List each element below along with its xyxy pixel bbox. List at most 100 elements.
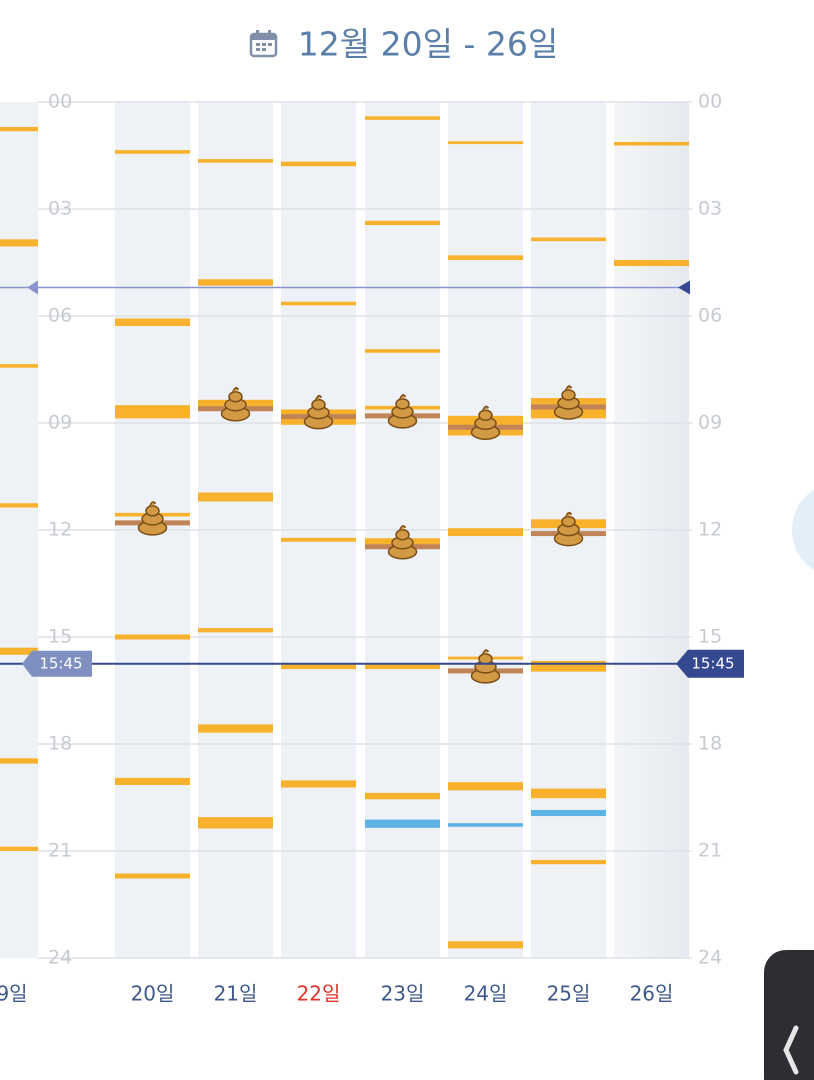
poop-part <box>564 385 573 392</box>
poop-part <box>481 405 490 412</box>
feeding-bar <box>198 628 273 633</box>
hour-label: 06 <box>48 305 72 327</box>
feeding-bar <box>115 777 190 786</box>
poop-icon <box>137 501 168 536</box>
feeding-bar <box>115 405 190 419</box>
feeding-bar <box>448 141 523 145</box>
now-tag <box>22 650 92 677</box>
hour-label: 06 <box>698 305 722 327</box>
other-bar <box>448 823 523 827</box>
now-tag <box>676 649 744 678</box>
feeding-bar <box>281 301 356 306</box>
day-label: 21일 <box>214 982 258 1006</box>
day-column <box>0 102 38 958</box>
feeding-bar <box>448 528 523 537</box>
feeding-bar <box>198 279 273 286</box>
poop-icon <box>303 394 334 430</box>
feeding-bar <box>198 724 273 733</box>
poop-part <box>478 409 493 422</box>
side-handle[interactable] <box>792 482 814 578</box>
poop-icon <box>387 394 418 429</box>
day-label: 23일 <box>381 982 425 1006</box>
poop-part <box>398 525 407 532</box>
feeding-bar <box>281 161 356 167</box>
feeding-bar <box>531 859 606 865</box>
hour-label: 00 <box>698 91 722 113</box>
poop-part <box>398 394 407 401</box>
hour-label: 12 <box>48 519 72 541</box>
feeding-bar <box>281 537 356 542</box>
feeding-bar <box>365 220 440 226</box>
calendar-icon[interactable] <box>249 30 278 58</box>
feeding-bar <box>448 782 523 791</box>
feeding-bar <box>115 150 190 154</box>
poop-part <box>228 390 243 403</box>
hour-label: 18 <box>48 733 72 755</box>
poop-part <box>145 505 160 517</box>
hour-label: 24 <box>698 947 722 969</box>
other-bar <box>531 809 606 817</box>
hour-label: 15 <box>698 626 722 648</box>
feeding-bar <box>0 126 38 132</box>
poop-part <box>395 398 410 410</box>
poop-part <box>478 653 493 665</box>
hour-label: 03 <box>698 198 722 220</box>
hour-label: 09 <box>698 412 722 434</box>
feeding-bar <box>614 260 689 267</box>
feeding-bar <box>0 503 38 508</box>
poop-part <box>314 394 323 401</box>
day-label: 22일 <box>297 982 341 1006</box>
week-title[interactable]: 12월 20일 - 26일 <box>298 25 558 64</box>
feeding-bar <box>198 159 273 163</box>
poop-part <box>561 515 576 528</box>
poop-part <box>231 387 240 394</box>
feeding-bar <box>448 941 523 949</box>
poop-part <box>564 511 573 518</box>
hour-label: 00 <box>48 91 72 113</box>
feeding-bar <box>198 817 273 829</box>
now-label: 15:45 <box>39 654 82 672</box>
feeding-bar <box>281 780 356 788</box>
feeding-bar <box>198 492 273 502</box>
day-label: 26일 <box>630 982 674 1006</box>
feeding-bar <box>365 116 440 120</box>
feeding-bar <box>365 349 440 353</box>
feeding-bar <box>115 634 190 640</box>
feeding-bar <box>115 873 190 879</box>
feeding-bar <box>531 788 606 799</box>
feeding-bar <box>448 255 523 261</box>
hour-label: 09 <box>48 412 72 434</box>
hour-label: 24 <box>48 947 72 969</box>
poop-part <box>395 529 410 541</box>
day-label: 20일 <box>131 982 175 1006</box>
feeding-bar <box>0 647 38 655</box>
day-label: 24일 <box>464 982 508 1006</box>
reference-marker <box>678 280 690 295</box>
feeding-bar <box>531 660 606 672</box>
feeding-bar <box>0 239 38 247</box>
back-panel[interactable] <box>764 950 814 1080</box>
poop-part <box>311 398 326 411</box>
feeding-bar <box>115 318 190 326</box>
poop-icon <box>387 525 418 560</box>
hour-label: 03 <box>48 198 72 220</box>
hour-label: 18 <box>698 733 722 755</box>
feeding-bar <box>0 846 38 851</box>
poop-icon <box>553 385 584 420</box>
feeding-bar <box>365 664 440 670</box>
reference-marker <box>27 280 38 295</box>
back-chevron[interactable] <box>783 1025 799 1075</box>
feeding-bar <box>365 792 440 800</box>
poop-icon <box>470 405 501 441</box>
poop-part <box>148 501 157 508</box>
poop-icon <box>220 387 251 422</box>
day-label: 25일 <box>547 982 591 1006</box>
hour-label: 21 <box>48 840 72 862</box>
poop-icon <box>553 511 584 547</box>
feeding-bar <box>0 364 38 368</box>
hour-label: 12 <box>698 519 722 541</box>
feeding-bar <box>281 664 356 670</box>
hour-label: 21 <box>698 840 722 862</box>
